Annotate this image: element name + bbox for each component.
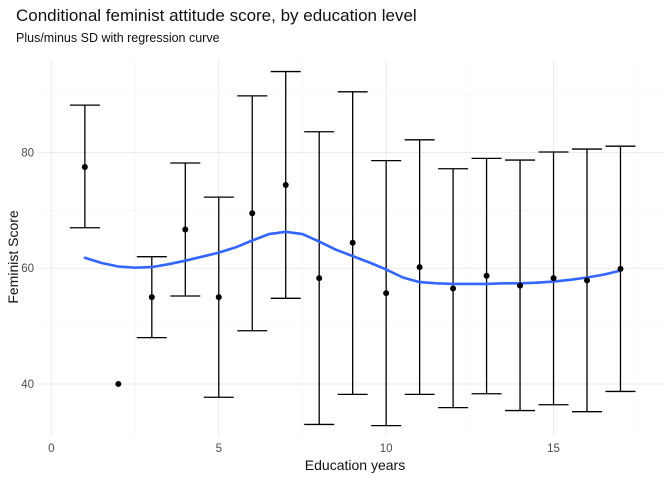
data-point bbox=[115, 380, 122, 387]
data-point bbox=[249, 210, 256, 217]
data-point bbox=[416, 264, 423, 271]
y-axis-title: Feminist Score bbox=[5, 210, 21, 304]
data-point bbox=[282, 181, 289, 188]
regression-curve bbox=[83, 230, 622, 286]
data-point bbox=[316, 275, 323, 282]
grid bbox=[38, 60, 664, 436]
data-point bbox=[349, 239, 356, 246]
x-tick-label: 10 bbox=[380, 443, 393, 455]
regression-curve-layer bbox=[83, 230, 622, 286]
x-tick-label: 0 bbox=[48, 443, 54, 455]
data-point bbox=[517, 282, 524, 289]
data-point bbox=[148, 294, 155, 301]
data-point bbox=[182, 226, 189, 233]
x-axis-title: Education years bbox=[305, 457, 405, 473]
y-tick-label: 40 bbox=[21, 379, 34, 391]
y-tick-label: 60 bbox=[21, 263, 34, 275]
data-point bbox=[584, 277, 591, 284]
y-tick-label: 80 bbox=[21, 148, 34, 160]
data-point bbox=[450, 285, 457, 292]
x-tick-label: 15 bbox=[547, 443, 560, 455]
data-point bbox=[383, 290, 390, 297]
data-point bbox=[550, 275, 557, 282]
errorbars bbox=[69, 70, 636, 427]
data-point bbox=[81, 164, 88, 171]
data-point bbox=[215, 294, 222, 301]
x-tick-label: 5 bbox=[216, 443, 222, 455]
points bbox=[81, 164, 624, 387]
chart-subtitle: Plus/minus SD with regression curve bbox=[16, 31, 220, 45]
data-point bbox=[617, 265, 624, 272]
data-point bbox=[483, 272, 490, 279]
chart-title: Conditional feminist attitude score, by … bbox=[16, 6, 417, 25]
tick-labels: 0 5 10 15 40 60 80 bbox=[21, 148, 560, 455]
